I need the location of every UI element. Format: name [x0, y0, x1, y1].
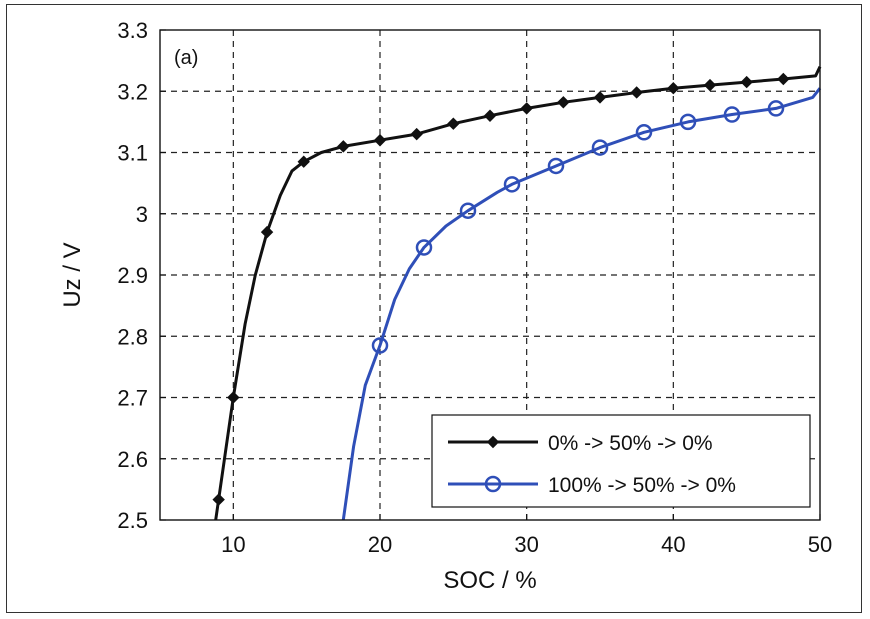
x-tick-label: 50: [808, 532, 832, 557]
y-tick-label: 3.2: [117, 79, 148, 104]
axis-ticks: 10 20 30 40 50 2.5 2.6 2.7 2.8 2.9 3 3.1 3.2 3.3: [117, 18, 832, 557]
data-point-marker: [447, 117, 460, 130]
y-tick-label: 2.6: [117, 447, 148, 472]
legend-item: 0% -> 50% -> 0%: [448, 432, 713, 455]
x-tick-label: 10: [221, 532, 245, 557]
y-axis-label: Uz / V: [59, 242, 86, 307]
series-line: [341, 87, 822, 520]
data-point-marker: [371, 337, 389, 354]
data-point-marker: [227, 391, 240, 404]
data-point-marker: [557, 96, 570, 109]
data-point-marker: [415, 239, 433, 256]
y-tick-label: 2.5: [117, 508, 148, 533]
data-point-marker: [667, 81, 680, 95]
data-point-marker: [703, 78, 717, 92]
legend: 0% -> 50% -> 0% 100% -> 50% -> 0%: [431, 414, 811, 508]
x-tick-label: 20: [368, 532, 392, 557]
data-point-marker: [459, 202, 477, 219]
data-point-marker: [260, 225, 274, 239]
data-point-marker: [593, 91, 607, 104]
y-tick-label: 2.8: [117, 324, 148, 349]
series-2: [341, 87, 822, 520]
y-tick-label: 3.3: [117, 18, 148, 43]
x-tick-label: 30: [514, 532, 538, 557]
data-point-marker: [679, 113, 697, 131]
x-tick-label: 40: [661, 532, 685, 557]
y-tick-label: 2.9: [117, 263, 148, 288]
data-point-marker: [635, 124, 653, 141]
data-point-marker: [297, 155, 310, 168]
data-point-marker: [410, 127, 423, 141]
series-1: [212, 66, 822, 520]
legend-label: 0% -> 50% -> 0%: [548, 432, 713, 455]
data-point-marker: [337, 140, 350, 153]
data-point-marker: [503, 176, 521, 193]
data-point-marker: [591, 139, 609, 156]
chart-frame: [6, 4, 862, 613]
y-tick-label: 3: [136, 202, 148, 227]
legend-item: 100% -> 50% -> 0%: [448, 474, 736, 497]
data-point-marker: [486, 435, 500, 449]
data-point-marker: [723, 106, 741, 123]
data-point-marker: [740, 75, 753, 89]
series-layer: [212, 66, 822, 520]
data-point-marker: [630, 86, 643, 99]
panel-label: (a): [174, 47, 198, 69]
data-point-marker: [520, 102, 533, 115]
data-point-marker: [484, 475, 502, 493]
data-point-marker: [767, 100, 785, 117]
x-axis-label: SOC / %: [443, 567, 536, 594]
data-point-marker: [212, 493, 225, 506]
legend-label: 100% -> 50% -> 0%: [548, 474, 736, 497]
y-tick-label: 3.1: [117, 141, 148, 166]
data-point-marker: [483, 109, 497, 122]
data-point-marker: [373, 134, 387, 147]
data-point-marker: [547, 157, 565, 175]
y-tick-label: 2.7: [117, 386, 148, 411]
data-point-marker: [777, 72, 790, 86]
